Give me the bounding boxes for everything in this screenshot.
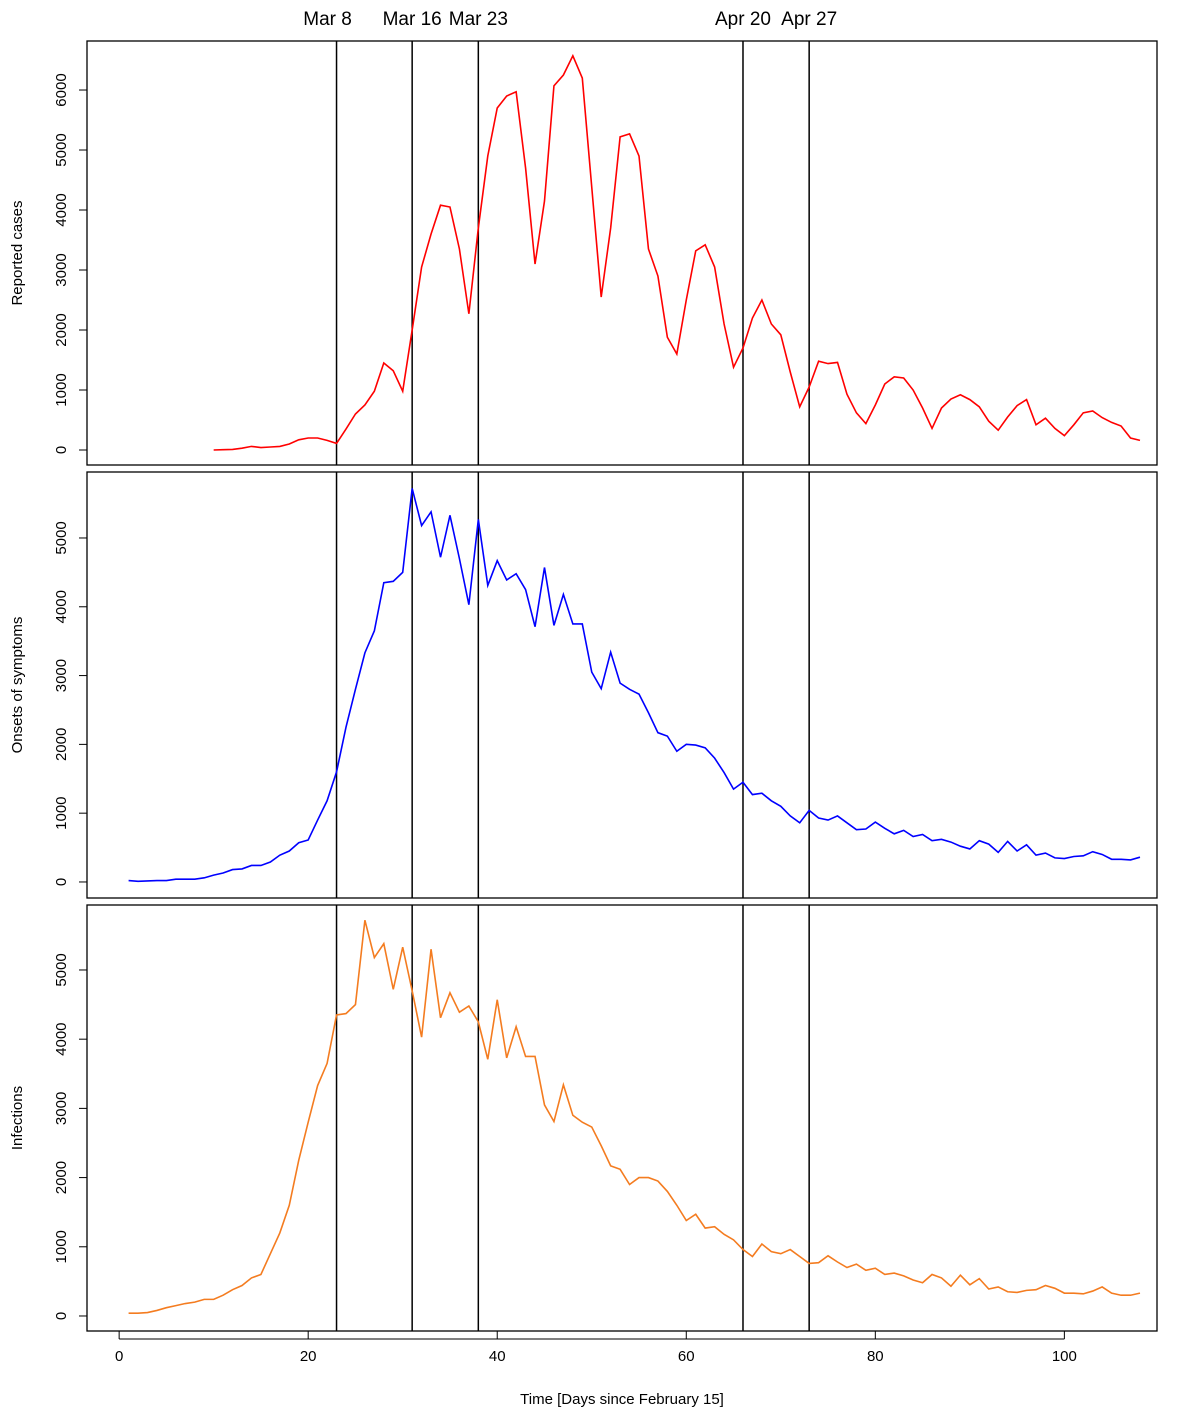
x-tick-label: 20 (300, 1348, 317, 1365)
x-tick-label: 80 (867, 1348, 884, 1365)
y-tick-label: 5000 (53, 953, 70, 986)
y-tick-label: 4000 (53, 590, 70, 623)
y-tick-label: 2000 (53, 1161, 70, 1194)
y-tick-label: 0 (53, 878, 70, 886)
y-tick-label: 4000 (53, 193, 70, 226)
y-axis-label: Reported cases (9, 200, 26, 305)
x-axis-label: Time [Days since February 15] (520, 1391, 724, 1408)
y-tick-label: 0 (53, 446, 70, 454)
y-tick-label: 2000 (53, 728, 70, 761)
y-tick-label: 6000 (53, 73, 70, 106)
y-tick-label: 3000 (53, 253, 70, 286)
y-axis-label: Onsets of symptoms (9, 617, 26, 754)
event-label: Mar 23 (449, 9, 508, 30)
event-label: Apr 27 (781, 9, 837, 30)
series-line (128, 488, 1141, 883)
y-tick-label: 5000 (53, 521, 70, 554)
y-tick-label: 1000 (53, 796, 70, 829)
plot-frame (86, 471, 1158, 899)
event-label: Mar 8 (303, 9, 352, 30)
y-tick-label: 0 (53, 1312, 70, 1320)
y-axis-label: Infections (9, 1086, 26, 1150)
x-tick-label: 40 (489, 1348, 506, 1365)
y-tick-label: 5000 (53, 133, 70, 166)
y-tick-label: 1000 (53, 1230, 70, 1263)
event-label: Apr 20 (715, 9, 771, 30)
x-tick-label: 0 (115, 1348, 123, 1365)
plot-frame (86, 40, 1158, 466)
x-tick-label: 100 (1052, 1348, 1077, 1365)
event-label: Mar 16 (383, 9, 442, 30)
plot-frame (86, 904, 1158, 1332)
y-tick-label: 4000 (53, 1022, 70, 1055)
series-line (128, 919, 1141, 1315)
y-tick-label: 1000 (53, 373, 70, 406)
series-line (213, 53, 1141, 451)
x-tick-label: 60 (678, 1348, 695, 1365)
y-tick-label: 3000 (53, 1092, 70, 1125)
y-tick-label: 3000 (53, 659, 70, 692)
y-tick-label: 2000 (53, 313, 70, 346)
